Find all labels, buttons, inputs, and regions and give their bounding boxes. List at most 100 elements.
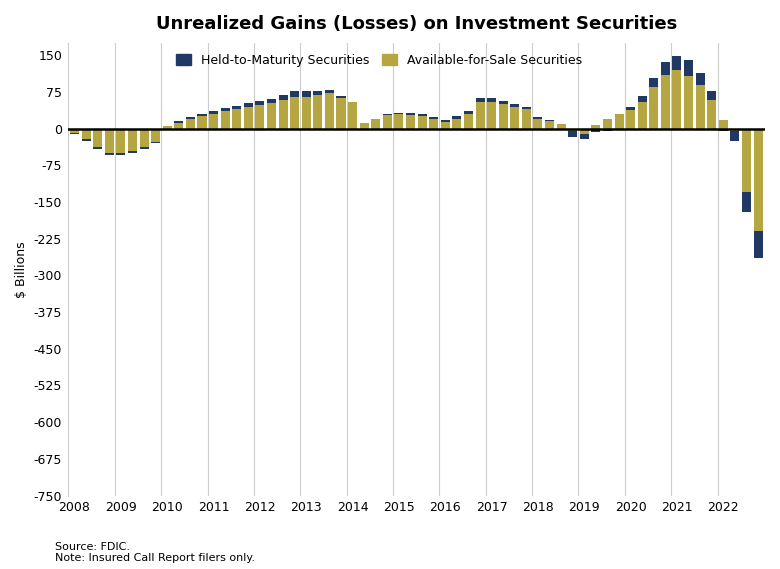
Bar — [568, 131, 577, 137]
Bar — [70, 129, 79, 134]
Bar — [371, 119, 381, 129]
Bar — [140, 129, 148, 147]
Bar — [267, 98, 276, 103]
Bar — [545, 121, 554, 129]
Bar — [707, 100, 716, 129]
Bar — [151, 142, 160, 143]
Bar — [730, 131, 739, 141]
Bar — [684, 60, 693, 76]
Bar — [221, 112, 229, 129]
Bar — [336, 96, 346, 98]
Bar — [615, 114, 623, 129]
Bar — [649, 87, 658, 129]
Bar — [452, 116, 461, 119]
Bar — [534, 119, 542, 129]
Bar — [278, 100, 288, 129]
Bar — [441, 122, 450, 129]
Bar — [267, 103, 276, 129]
Bar — [406, 113, 415, 115]
Bar — [395, 114, 403, 129]
Bar — [742, 129, 751, 192]
Bar — [672, 56, 682, 70]
Bar — [174, 123, 183, 129]
Bar — [82, 129, 90, 139]
Bar — [730, 129, 739, 131]
Legend: Held-to-Maturity Securities, Available-for-Sale Securities: Held-to-Maturity Securities, Available-f… — [172, 49, 587, 72]
Bar — [753, 232, 763, 258]
Bar — [580, 129, 589, 134]
Bar — [383, 115, 392, 129]
Bar — [232, 105, 241, 109]
Bar — [255, 105, 264, 129]
Bar — [742, 192, 751, 212]
Bar — [105, 153, 114, 155]
Bar — [522, 109, 531, 129]
Bar — [568, 129, 577, 131]
Bar — [209, 112, 218, 114]
Bar — [534, 117, 542, 119]
Bar — [476, 98, 484, 102]
Bar — [186, 117, 195, 119]
Bar — [476, 102, 484, 129]
Bar — [649, 78, 658, 87]
Bar — [661, 63, 670, 75]
Bar — [429, 117, 438, 119]
Bar — [163, 126, 172, 129]
Bar — [696, 73, 704, 85]
Bar — [672, 70, 682, 129]
Bar — [325, 90, 334, 93]
Bar — [580, 134, 589, 139]
Bar — [255, 101, 264, 105]
Bar — [406, 115, 415, 129]
Bar — [151, 129, 160, 142]
Bar — [94, 147, 102, 149]
Bar — [557, 123, 566, 129]
Bar — [498, 101, 508, 104]
Bar — [314, 91, 322, 95]
Bar — [441, 119, 450, 122]
Bar — [626, 110, 635, 129]
Bar — [221, 109, 229, 112]
Bar — [487, 98, 496, 102]
Bar — [186, 119, 195, 129]
Bar — [395, 113, 403, 114]
Bar — [661, 75, 670, 129]
Bar — [116, 129, 126, 153]
Bar — [336, 98, 346, 129]
Bar — [82, 139, 90, 141]
Bar — [116, 153, 126, 155]
Bar — [278, 95, 288, 100]
Bar — [325, 93, 334, 129]
Text: Source: FDIC.
Note: Insured Call Report filers only.: Source: FDIC. Note: Insured Call Report … — [55, 542, 254, 563]
Bar — [290, 92, 300, 97]
Bar — [638, 102, 647, 129]
Bar — [591, 125, 601, 129]
Bar — [696, 85, 704, 129]
Bar — [753, 129, 763, 232]
Bar — [626, 108, 635, 110]
Bar — [128, 129, 137, 151]
Bar — [128, 151, 137, 152]
Bar — [522, 106, 531, 109]
Bar — [417, 114, 427, 116]
Bar — [360, 123, 369, 129]
Bar — [197, 116, 207, 129]
Bar — [603, 119, 612, 129]
Bar — [302, 97, 310, 129]
Bar — [603, 129, 612, 131]
Bar — [464, 114, 473, 129]
Bar — [232, 109, 241, 129]
Bar — [719, 129, 728, 131]
Y-axis label: $ Billions: $ Billions — [15, 241, 28, 298]
Bar — [719, 119, 728, 129]
Bar — [557, 129, 566, 130]
Bar — [452, 119, 461, 129]
Title: Unrealized Gains (Losses) on Investment Securities: Unrealized Gains (Losses) on Investment … — [156, 15, 677, 33]
Bar — [244, 106, 253, 129]
Bar — [290, 97, 300, 129]
Bar — [197, 114, 207, 116]
Bar — [429, 119, 438, 129]
Bar — [464, 111, 473, 114]
Bar — [105, 129, 114, 153]
Bar — [94, 129, 102, 147]
